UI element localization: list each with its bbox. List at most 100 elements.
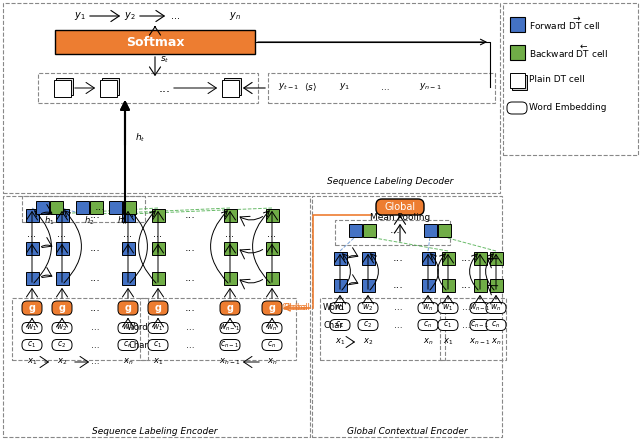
Text: $w_1$: $w_1$: [335, 303, 346, 313]
Text: $h_n$: $h_n$: [116, 215, 127, 227]
Text: $w_1$: $w_1$: [442, 303, 454, 313]
Text: ...: ...: [91, 324, 99, 333]
Text: $c_n$: $c_n$: [424, 320, 433, 330]
Text: ...: ...: [461, 303, 470, 313]
Text: $y_n$: $y_n$: [229, 10, 241, 22]
Text: ...: ...: [381, 82, 389, 91]
Text: ...: ...: [90, 303, 100, 313]
Text: $w_{n-1}$: $w_{n-1}$: [470, 303, 490, 313]
Text: ...: ...: [91, 358, 99, 366]
Text: Sequence Labeling Encoder: Sequence Labeling Encoder: [92, 426, 218, 436]
Text: $c_n$: $c_n$: [268, 340, 276, 350]
FancyBboxPatch shape: [102, 78, 118, 94]
Text: ...: ...: [186, 340, 195, 350]
FancyBboxPatch shape: [223, 209, 237, 221]
FancyBboxPatch shape: [35, 201, 49, 213]
Text: $c_{n-1}$: $c_{n-1}$: [221, 340, 239, 350]
FancyBboxPatch shape: [76, 201, 88, 213]
Text: $x_1$: $x_1$: [153, 357, 163, 367]
Text: $c_1$: $c_1$: [28, 340, 36, 350]
Text: Plain DT cell: Plain DT cell: [529, 75, 585, 85]
FancyBboxPatch shape: [90, 201, 102, 213]
Bar: [22, 196, 145, 222]
Text: Word: Word: [126, 324, 148, 333]
FancyBboxPatch shape: [470, 303, 490, 314]
FancyBboxPatch shape: [474, 279, 486, 292]
FancyBboxPatch shape: [122, 272, 134, 284]
FancyBboxPatch shape: [438, 224, 451, 236]
Text: ...: ...: [394, 321, 403, 329]
Text: Softmax: Softmax: [125, 35, 184, 49]
FancyBboxPatch shape: [122, 201, 136, 213]
FancyBboxPatch shape: [52, 340, 72, 351]
FancyBboxPatch shape: [486, 319, 506, 330]
FancyBboxPatch shape: [122, 242, 134, 254]
Text: Word: Word: [323, 303, 344, 313]
Bar: [503, 3, 638, 155]
FancyBboxPatch shape: [333, 279, 346, 292]
FancyBboxPatch shape: [509, 16, 525, 31]
FancyBboxPatch shape: [26, 209, 38, 221]
Text: $y_2$: $y_2$: [124, 10, 136, 22]
Text: ...: ...: [90, 273, 100, 283]
Bar: [440, 298, 506, 360]
Text: $x_n$: $x_n$: [123, 357, 133, 367]
FancyBboxPatch shape: [223, 272, 237, 284]
FancyBboxPatch shape: [349, 224, 362, 236]
Text: g: g: [227, 303, 234, 313]
FancyBboxPatch shape: [474, 251, 486, 265]
Text: $y_1$: $y_1$: [339, 82, 351, 93]
Bar: [38, 73, 258, 103]
Text: Char: Char: [323, 321, 343, 329]
Text: ...: ...: [90, 210, 100, 220]
Text: $x_{n-1}$: $x_{n-1}$: [469, 337, 491, 347]
FancyBboxPatch shape: [262, 301, 282, 315]
Bar: [140, 298, 296, 360]
Text: Sequence Labeling Decoder: Sequence Labeling Decoder: [327, 176, 453, 186]
Text: $c_1$: $c_1$: [335, 320, 344, 330]
FancyBboxPatch shape: [330, 319, 350, 330]
FancyBboxPatch shape: [56, 78, 72, 94]
Bar: [335, 220, 450, 245]
Text: ...: ...: [95, 202, 106, 212]
FancyBboxPatch shape: [418, 303, 438, 314]
Text: $s_t$: $s_t$: [160, 55, 170, 65]
Text: $c_2$: $c_2$: [364, 320, 372, 330]
FancyBboxPatch shape: [438, 319, 458, 330]
FancyBboxPatch shape: [223, 78, 241, 94]
Text: $x_1$: $x_1$: [443, 337, 453, 347]
FancyBboxPatch shape: [22, 340, 42, 351]
Text: $c_1$: $c_1$: [444, 320, 452, 330]
FancyBboxPatch shape: [262, 340, 282, 351]
FancyBboxPatch shape: [509, 72, 525, 87]
FancyBboxPatch shape: [376, 199, 424, 215]
Text: $x_1$: $x_1$: [335, 337, 345, 347]
Text: $x_n$: $x_n$: [423, 337, 433, 347]
Text: $y_{t-1}$: $y_{t-1}$: [278, 82, 300, 93]
Text: Forward $\overrightarrow{\rm DT}$ cell: Forward $\overrightarrow{\rm DT}$ cell: [529, 16, 600, 32]
FancyBboxPatch shape: [56, 272, 68, 284]
Bar: [3, 196, 310, 437]
Text: ...: ...: [154, 229, 163, 239]
FancyBboxPatch shape: [54, 79, 70, 97]
FancyBboxPatch shape: [422, 251, 435, 265]
Text: $w_n$: $w_n$: [122, 323, 134, 333]
Text: ...: ...: [58, 229, 67, 239]
Text: $x_n$: $x_n$: [491, 337, 501, 347]
FancyBboxPatch shape: [442, 279, 454, 292]
FancyBboxPatch shape: [148, 301, 168, 315]
FancyBboxPatch shape: [220, 301, 240, 315]
FancyBboxPatch shape: [148, 340, 168, 351]
FancyBboxPatch shape: [266, 242, 278, 254]
Text: ...: ...: [268, 229, 276, 239]
FancyBboxPatch shape: [490, 251, 502, 265]
Text: $y_{n-1}$: $y_{n-1}$: [419, 82, 442, 93]
Text: ...: ...: [186, 324, 195, 333]
Bar: [3, 3, 500, 193]
FancyBboxPatch shape: [152, 272, 164, 284]
FancyBboxPatch shape: [470, 319, 490, 330]
Text: ...: ...: [184, 243, 195, 253]
Text: $c_1$: $c_1$: [154, 340, 163, 350]
FancyBboxPatch shape: [118, 322, 138, 333]
Text: $y_1$: $y_1$: [74, 10, 86, 22]
